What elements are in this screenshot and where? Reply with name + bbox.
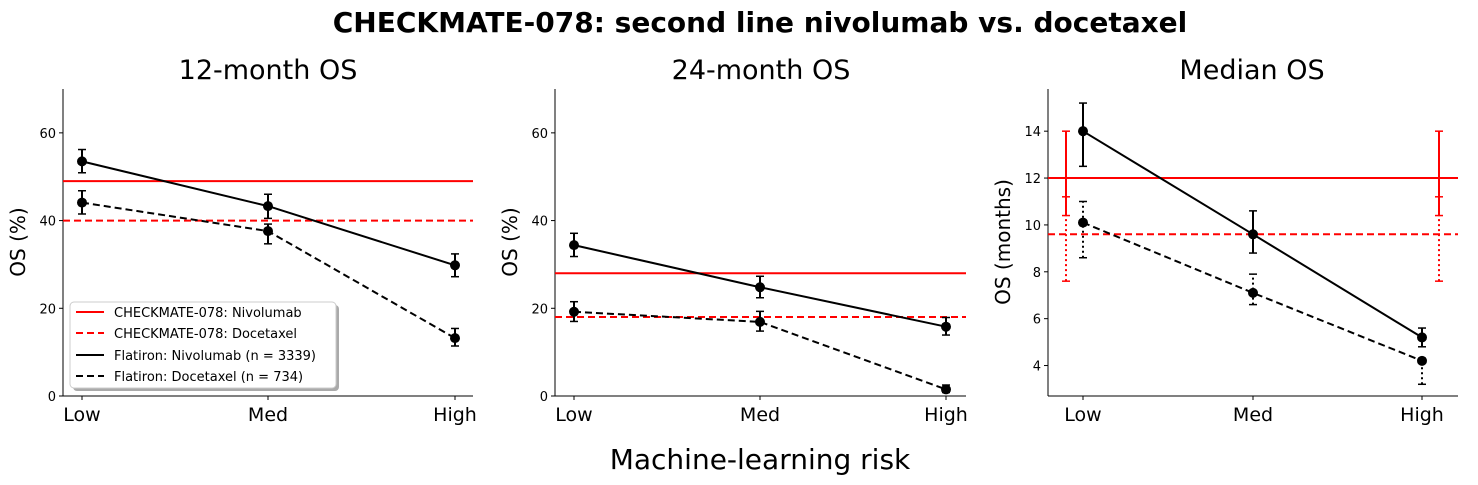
y-tick-label: 60	[531, 127, 548, 142]
data-point	[1078, 126, 1088, 137]
data-point	[1417, 332, 1427, 343]
legend: CHECKMATE-078: Nivolumab CHECKMATE-078: …	[69, 301, 339, 391]
panel-title: 24-month OS	[672, 55, 851, 86]
x-tick-label: High	[1400, 404, 1444, 426]
y-axis-label: OS (%)	[498, 207, 522, 276]
panel-median-os: Median OS OS (months)	[991, 55, 1325, 305]
data-point	[755, 316, 765, 327]
y-tick-label: 8	[1033, 266, 1041, 281]
data-point	[450, 333, 460, 344]
panel-12-month-os: 12-month OS OS (%)	[6, 55, 357, 277]
y-tick-label: 40	[39, 215, 56, 230]
y-tick-label: 12	[1024, 172, 1041, 187]
data-point	[263, 226, 273, 237]
data-point	[941, 321, 951, 332]
x-tick-label: Low	[555, 404, 592, 426]
data-point	[569, 240, 579, 251]
data-point	[1078, 217, 1088, 228]
y-tick-label: 4	[1033, 360, 1041, 375]
data-point	[755, 282, 765, 293]
y-tick-label: 0	[540, 390, 548, 405]
y-tick-label: 14	[1024, 125, 1041, 140]
x-tick-label: High	[433, 404, 477, 426]
y-tick-label: 0	[48, 390, 56, 405]
y-axis-label: OS (months)	[991, 179, 1015, 305]
legend-label: Flatiron: Nivolumab (n = 3339)	[114, 349, 316, 364]
data-point	[77, 156, 87, 167]
panel-title: 12-month OS	[179, 55, 358, 86]
panel-title: Median OS	[1179, 55, 1324, 86]
y-tick-label: 40	[531, 215, 548, 230]
legend-label: CHECKMATE-078: Docetaxel	[114, 327, 297, 342]
legend-label: CHECKMATE-078: Nivolumab	[114, 306, 302, 321]
data-point	[941, 384, 951, 395]
y-tick-label: 20	[531, 302, 548, 317]
x-tick-label: Med	[1233, 404, 1273, 426]
panel-24-month-os: 24-month OS OS (%)	[498, 55, 850, 277]
data-point	[263, 201, 273, 212]
figure-suptitle: CHECKMATE-078: second line nivolumab vs.…	[333, 6, 1188, 39]
y-tick-label: 20	[39, 302, 56, 317]
y-tick-label: 6	[1033, 313, 1041, 328]
data-point	[1248, 229, 1258, 240]
data-point	[1248, 287, 1258, 298]
figure-xlabel: Machine-learning risk	[610, 443, 911, 476]
x-tick-label: Low	[1064, 404, 1101, 426]
x-tick-label: Med	[740, 404, 780, 426]
x-tick-label: Med	[248, 404, 288, 426]
data-point	[77, 197, 87, 208]
data-point	[569, 306, 579, 317]
legend-label: Flatiron: Docetaxel (n = 734)	[114, 370, 303, 385]
x-tick-label: Low	[63, 404, 100, 426]
y-tick-label: 10	[1024, 219, 1041, 234]
data-point	[450, 260, 460, 271]
y-axis-label: OS (%)	[6, 207, 30, 276]
series-line-flatiron-docetaxel	[1082, 221, 1423, 362]
x-tick-label: High	[924, 404, 968, 426]
y-tick-label: 60	[39, 127, 56, 142]
legend-box	[69, 301, 337, 389]
data-point	[1417, 355, 1427, 366]
